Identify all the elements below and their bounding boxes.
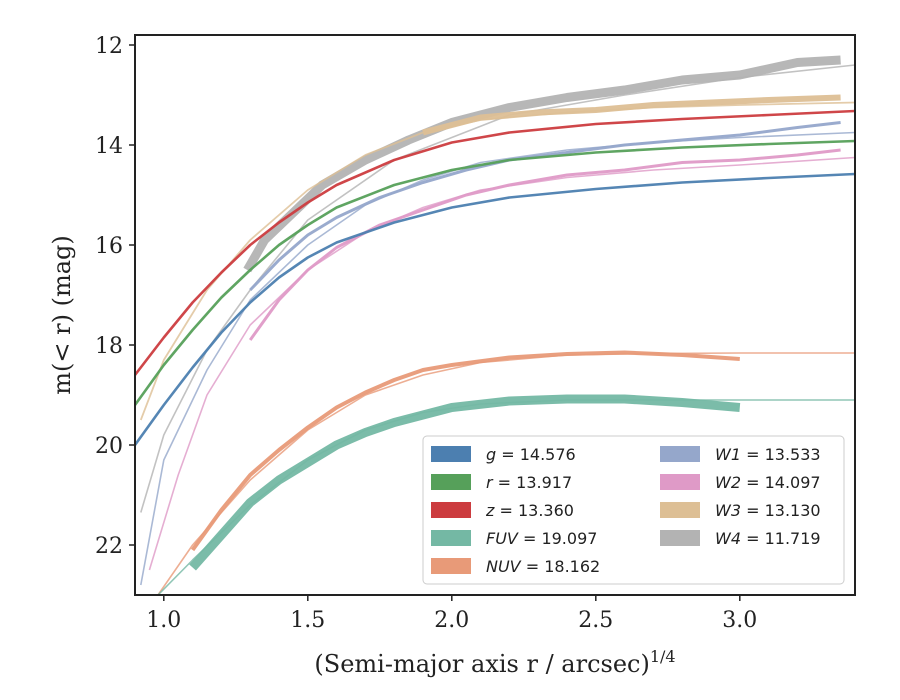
series-line-w3 xyxy=(422,94,841,136)
legend-label-nuv: NUV = 18.162 xyxy=(486,557,600,576)
legend-label-w1: W1 = 13.533 xyxy=(715,445,821,464)
legend-box xyxy=(422,435,845,585)
x-tick-label: 3.0 xyxy=(722,608,757,633)
y-tick-label: 12 xyxy=(95,34,123,59)
series-line-r xyxy=(135,139,855,406)
x-axis: 1.0 1.5 2.0 2.5 3.0 xyxy=(146,595,757,633)
legend-label-r: r = 13.917 xyxy=(486,473,572,492)
legend-label-fuv: FUV = 19.097 xyxy=(486,529,597,548)
legend-swatch-w3 xyxy=(660,502,700,518)
series-line-g xyxy=(135,172,855,446)
x-axis-label-main: (Semi-major axis r / arcsec) xyxy=(314,650,649,678)
plot-frame xyxy=(134,34,856,596)
x-axis-label-superscript: 1/4 xyxy=(650,647,676,666)
legend-swatch-g xyxy=(431,446,471,462)
legend-swatch-w4 xyxy=(660,530,700,546)
legend-swatch-r xyxy=(431,474,471,490)
legend-swatch-z xyxy=(431,502,471,518)
series-line-nuv xyxy=(190,350,740,552)
legend-label-w4: W4 = 11.719 xyxy=(715,529,821,548)
x-tick-label: 2.0 xyxy=(434,608,469,633)
y-axis: 12 14 16 18 20 22 xyxy=(95,34,135,559)
legend-label-w2: W2 = 14.097 xyxy=(715,473,821,492)
series-line-z xyxy=(135,109,855,376)
legend-swatch-w1 xyxy=(660,446,700,462)
legend-items: g = 14.576 r = 13.917 z = 13.360 FUV = 19.0… xyxy=(431,445,821,576)
legend-label-g: g = 14.576 xyxy=(486,445,576,464)
x-tick-label: 1.0 xyxy=(146,608,181,633)
legend-swatch-fuv xyxy=(431,530,471,546)
series-line-w2 xyxy=(248,148,841,341)
y-tick-label: 14 xyxy=(95,134,123,159)
series-line-w4-model xyxy=(140,64,855,513)
y-tick-label: 18 xyxy=(95,334,123,359)
legend: g = 14.576 r = 13.917 z = 13.360 FUV = 19.0… xyxy=(422,435,845,585)
y-tick-label: 20 xyxy=(95,434,123,459)
y-tick-label: 16 xyxy=(95,234,123,259)
legend-swatch-nuv xyxy=(431,558,471,574)
series-layer xyxy=(135,55,855,595)
legend-swatch-w2 xyxy=(660,474,700,490)
legend-label-z: z = 13.360 xyxy=(485,501,574,520)
y-tick-label: 22 xyxy=(95,534,123,559)
legend-label-w3: W3 = 13.130 xyxy=(715,501,821,520)
x-tick-label: 2.5 xyxy=(578,608,613,633)
x-axis-label: (Semi-major axis r / arcsec)1/4 xyxy=(314,647,675,678)
series-line-fuv xyxy=(189,394,741,571)
y-axis-label: m(< r) (mag) xyxy=(48,235,76,394)
x-tick-label: 1.5 xyxy=(290,608,325,633)
